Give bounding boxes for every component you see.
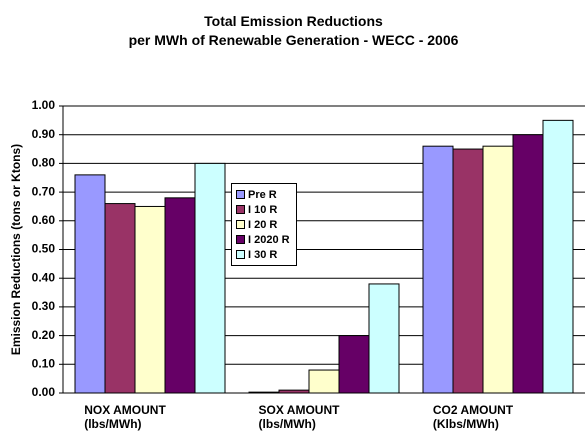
bar [74, 174, 106, 394]
legend-label: I 2020 R [248, 233, 290, 246]
legend-item: I 10 R [236, 202, 290, 217]
legend-swatch [236, 220, 245, 229]
legend-item: I 30 R [236, 247, 290, 262]
legend-label: I 10 R [248, 203, 278, 216]
bar [104, 203, 136, 394]
bar [248, 391, 280, 394]
chart-title: Total Emission Reductions per MWh of Ren… [128, 13, 459, 48]
bar [134, 205, 166, 394]
bar [278, 389, 310, 394]
y-tick-label: 0.20 [32, 328, 56, 342]
y-tick-label: 0.00 [32, 385, 56, 399]
bar [164, 197, 196, 394]
legend: Pre R I 10 R I 20 R I 2020 R I 30 R [231, 183, 297, 266]
y-tick-label: 0.40 [32, 270, 56, 284]
y-tick-label: 0.80 [32, 156, 56, 170]
y-tick-label: 0.70 [32, 184, 56, 198]
legend-swatch [236, 190, 245, 199]
bar [542, 119, 574, 394]
y-tick-label: 0.50 [32, 242, 56, 256]
legend-swatch [236, 205, 245, 214]
y-tick-label: 0.60 [32, 213, 56, 227]
legend-swatch [236, 250, 245, 259]
legend-label: I 20 R [248, 218, 278, 231]
y-tick-label: 1.00 [32, 98, 56, 112]
legend-label: Pre R [248, 188, 277, 201]
x-tick-label: NOX AMOUNT (lbs/MWh) [84, 403, 166, 431]
x-tick-label: SOX AMOUNT (lbs/MWh) [258, 403, 340, 431]
bar [512, 134, 544, 394]
y-tick-label: 0.90 [32, 127, 56, 141]
legend-item: I 20 R [236, 217, 290, 232]
bar [338, 335, 370, 394]
bar [368, 283, 400, 394]
y-axis-label: Emission Reductions (tons or Ktons) [9, 144, 23, 355]
y-tick-label: 0.10 [32, 356, 56, 370]
bar [452, 148, 484, 394]
y-tick-label: 0.30 [32, 299, 56, 313]
bar [194, 162, 226, 394]
bar [308, 369, 340, 394]
bar [422, 145, 454, 394]
legend-item: Pre R [236, 187, 290, 202]
x-tick-label: CO2 AMOUNT (Klbs/MWh) [432, 403, 514, 431]
legend-swatch [236, 235, 245, 244]
legend-item: I 2020 R [236, 232, 290, 247]
bar [482, 145, 514, 394]
legend-label: I 30 R [248, 248, 278, 261]
